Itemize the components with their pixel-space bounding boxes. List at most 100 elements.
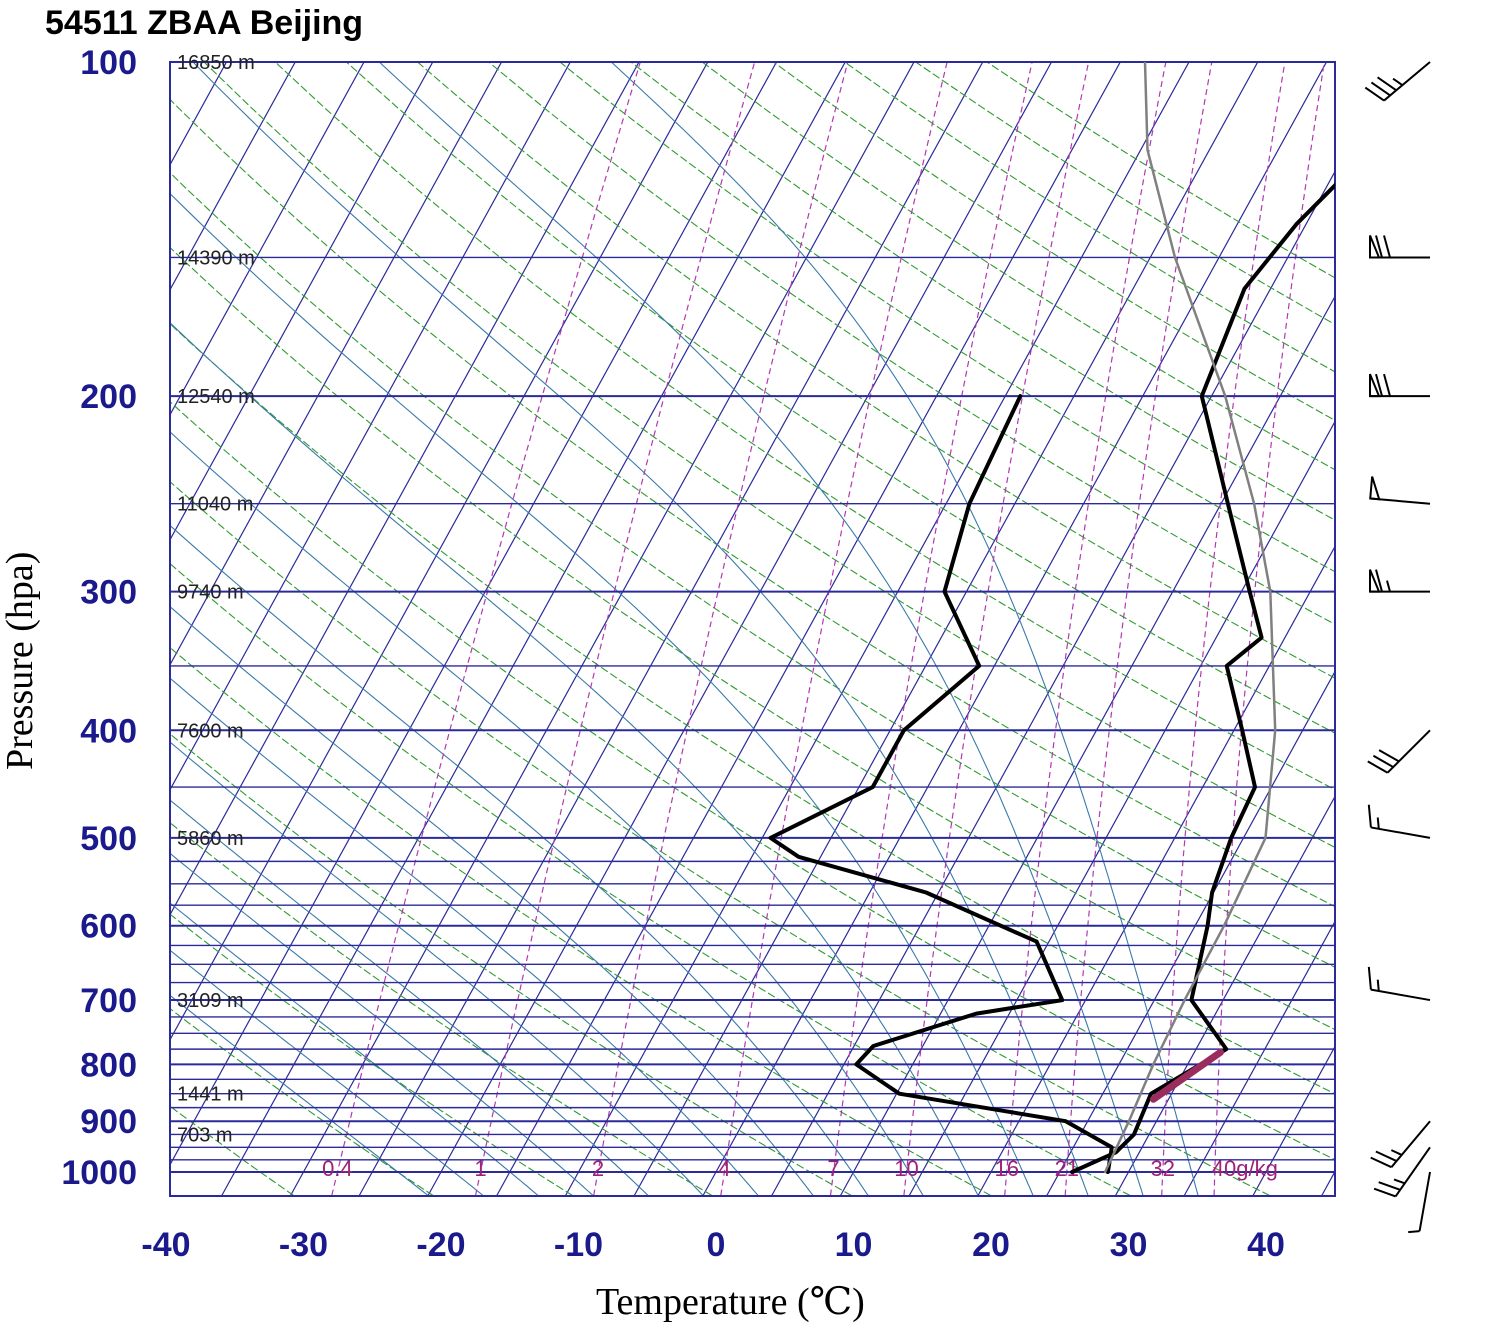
- wind-barb-staff: [1370, 988, 1431, 1002]
- wind-barb-feather: [1375, 235, 1383, 258]
- wind-barb-feather: [1373, 1187, 1396, 1198]
- wind-barb-feather: [1370, 1156, 1392, 1169]
- isotherm-line: [1391, 37, 1500, 1195]
- mixing-ratio-line: [593, 62, 849, 1196]
- wind-barb: [1408, 1171, 1431, 1234]
- mixing-ratio-line: [829, 62, 1033, 1196]
- height-label: 16850 m: [177, 52, 255, 74]
- diagram-grid: [170, 37, 1500, 1196]
- lcl-segment-line: [1149, 1048, 1224, 1103]
- moist-adiabat-line: [170, 741, 704, 1196]
- wind-barb-flag: [1369, 569, 1381, 593]
- wind-barb-half-feather: [1390, 1149, 1403, 1156]
- mixing-ratio-label: 4: [718, 1156, 730, 1181]
- isotherm-line: [977, 545, 1335, 1196]
- pressure-tick-label: 100: [80, 44, 137, 82]
- wind-barb-half-feather: [1386, 580, 1391, 592]
- pressure-tick-label: 500: [80, 820, 137, 858]
- moist-adiabat-line: [170, 902, 539, 1196]
- wind-barb-feather: [1370, 81, 1391, 97]
- dewpoint-line: [768, 394, 1114, 1174]
- wind-barb-half-feather: [1393, 1178, 1406, 1185]
- wind-barb-feather: [1383, 373, 1391, 397]
- wind-barb-feather: [1367, 760, 1389, 774]
- wind-barb-staff: [1418, 1171, 1431, 1232]
- height-label: 7600 m: [177, 720, 244, 742]
- isotherm-line: [170, 62, 709, 1041]
- mixing-ratio-label: 0.4: [322, 1156, 353, 1181]
- dry-adiabat-line: [170, 562, 1131, 1196]
- isotherm-line: [427, 62, 1053, 1196]
- dry-adiabat-line: [274, 62, 1335, 791]
- isotherm-line: [1321, 1170, 1335, 1196]
- mixing-ratio-line: [903, 62, 1090, 1196]
- pressure-tick-label: 600: [80, 908, 137, 946]
- mixing-ratio-line: [331, 62, 641, 1196]
- wind-barb-staff: [1386, 729, 1431, 774]
- isotherm-line: [908, 420, 1335, 1196]
- x-axis-label: Temperature (℃): [596, 1281, 865, 1323]
- moist-adiabat-line: [170, 799, 649, 1196]
- moist-adiabat-line: [170, 949, 484, 1196]
- pressure-tick-label: 200: [80, 378, 137, 416]
- isotherm-line: [840, 295, 1335, 1196]
- dry-adiabat-line: [170, 733, 852, 1196]
- dry-adiabat-line: [170, 171, 1335, 968]
- isotherm-line: [170, 62, 778, 1166]
- mixing-ratio-label: 7: [827, 1156, 839, 1181]
- mixing-ratio-label: 32: [1150, 1156, 1174, 1181]
- dry-adiabat-line: [170, 913, 573, 1196]
- height-label: 5860 m: [177, 828, 244, 850]
- temperature-tick-label: -40: [141, 1226, 190, 1264]
- wind-barbs: [1364, 61, 1431, 1234]
- dry-adiabat-line: [559, 62, 1335, 573]
- temperature-tick-label: 20: [972, 1226, 1010, 1264]
- isotherm-line: [1183, 920, 1335, 1196]
- wind-barb-feather: [1367, 966, 1372, 990]
- dry-adiabat-line: [170, 646, 992, 1196]
- isotherm-line: [170, 62, 503, 666]
- height-label: 11040 m: [177, 494, 253, 516]
- pressure-ticks: 100 200 300 400 500 600 700 800 900 1000: [61, 44, 137, 1192]
- pressure-tick-label: 900: [80, 1103, 137, 1141]
- moist-adiabat-line: [170, 605, 814, 1196]
- mixing-ratio-label: 16: [994, 1156, 1018, 1181]
- pressure-tick-label: 800: [80, 1046, 137, 1084]
- dry-adiabat-line: [417, 62, 1335, 679]
- wind-barb-half-feather: [1408, 1230, 1420, 1234]
- moist-adiabat-line: [610, 62, 1199, 1196]
- pressure-tick-label: 400: [80, 712, 137, 750]
- dry-adiabat-line: [170, 323, 1335, 1095]
- wind-barb-half-feather: [1392, 77, 1403, 86]
- wind-barb-flag: [1369, 373, 1381, 398]
- mixing-ratio-label: 40g/kg: [1212, 1156, 1278, 1181]
- wind-barb-feather: [1383, 235, 1391, 258]
- mixing-ratio-label: 21: [1055, 1156, 1079, 1181]
- parcel-line: [1103, 62, 1277, 1174]
- height-label: 3109 m: [177, 990, 244, 1012]
- wind-barb-staff: [1383, 61, 1431, 102]
- dry-adiabat-line: [488, 62, 1335, 625]
- mixing-ratio-label: 2: [592, 1156, 604, 1181]
- wind-barb-flag: [1369, 235, 1381, 259]
- height-labels: 16850 m 14390 m 12540 m 11040 m 9740 m 7600 m…: [177, 52, 255, 1146]
- temperature-tick-label: 10: [835, 1226, 873, 1264]
- mixing-ratio-label: 1: [474, 1156, 486, 1181]
- isotherm-line: [290, 62, 915, 1196]
- isotherm-line: [170, 62, 365, 416]
- wind-barb-staff: [1390, 1120, 1431, 1168]
- isotherm-line: [221, 62, 846, 1196]
- moist-adiabat-line: [170, 192, 1034, 1196]
- height-label: 1441 m: [177, 1084, 244, 1106]
- wind-barb-feather: [1378, 1181, 1401, 1191]
- height-label: 12540 m: [177, 386, 255, 408]
- dry-adiabat-line: [170, 246, 1335, 1031]
- height-label: 703 m: [177, 1124, 233, 1146]
- y-axis-label: Pressure (hpa): [0, 552, 41, 770]
- wind-barb: [1369, 235, 1430, 259]
- moist-adiabat-line: [378, 62, 1144, 1196]
- wind-barb: [1373, 1146, 1431, 1198]
- wind-barb-feather: [1376, 76, 1397, 92]
- pressure-tick-label: 300: [80, 574, 137, 612]
